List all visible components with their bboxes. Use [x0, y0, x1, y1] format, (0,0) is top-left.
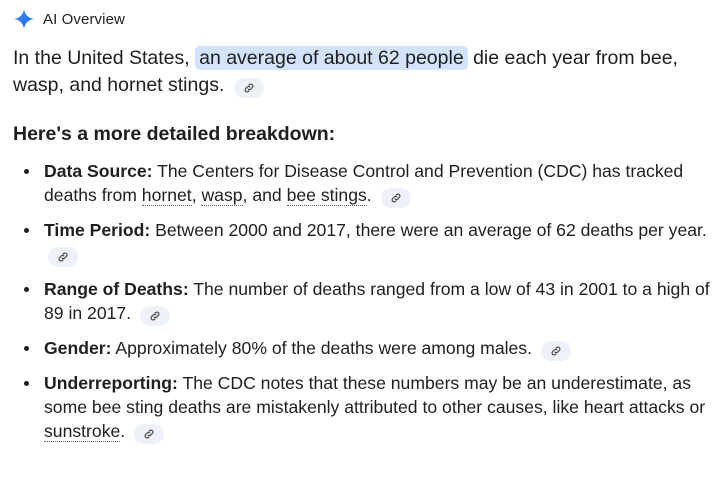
item-label: Data Source:: [44, 161, 153, 181]
summary-text-before: In the United States,: [13, 47, 196, 69]
bullet: [24, 228, 29, 233]
source-link-button[interactable]: [139, 306, 170, 326]
summary-paragraph: In the United States, an average of abou…: [13, 45, 712, 99]
link-icon: [244, 83, 254, 93]
list-item: Range of Deaths: The number of deaths ra…: [13, 277, 712, 326]
bullet: [24, 169, 29, 174]
list-item: Time Period: Between 2000 and 2017, ther…: [13, 218, 712, 267]
term-link-sunstroke[interactable]: sunstroke: [44, 421, 121, 442]
list-item: Data Source: The Centers for Disease Con…: [13, 159, 712, 208]
link-icon: [150, 311, 160, 321]
item-text: The CDC notes that these numbers may be …: [44, 373, 706, 417]
item-text: The Centers for Disease Control and Prev…: [44, 161, 684, 205]
item-label: Gender:: [44, 338, 112, 358]
bullet: [24, 287, 29, 292]
item-text: .: [120, 421, 126, 441]
source-link-button[interactable]: [540, 341, 571, 361]
term-link-wasp[interactable]: wasp: [201, 185, 243, 206]
link-icon: [551, 346, 561, 356]
term-link-bee-stings[interactable]: bee stings: [286, 185, 367, 206]
ai-overview-title: AI Overview: [43, 10, 125, 28]
breakdown-list: Data Source: The Centers for Disease Con…: [13, 159, 712, 444]
summary-highlight[interactable]: an average of about 62 people: [195, 46, 468, 70]
source-link-button[interactable]: [380, 188, 411, 208]
ai-overview-header: AI Overview: [13, 6, 712, 32]
source-link-button[interactable]: [48, 247, 78, 267]
item-label: Time Period:: [44, 220, 151, 240]
item-text: The number of deaths ranged from a low o…: [44, 279, 710, 323]
bullet: [24, 381, 29, 386]
item-text: Between 2000 and 2017, there were an ave…: [150, 220, 707, 240]
list-item: Underreporting: The CDC notes that these…: [13, 371, 712, 444]
term-link-hornet[interactable]: hornet: [141, 185, 192, 206]
link-icon: [144, 429, 154, 439]
item-text: Approximately 80% of the deaths were amo…: [111, 338, 532, 358]
item-text: ,: [191, 185, 202, 205]
source-link-button[interactable]: [134, 424, 165, 444]
item-text: , and: [242, 185, 287, 205]
item-label: Range of Deaths:: [44, 279, 189, 299]
item-label: Underreporting:: [44, 373, 178, 393]
list-item: Gender: Approximately 80% of the deaths …: [13, 336, 712, 361]
source-link-button[interactable]: [233, 78, 264, 98]
summary-text-after: die each year from bee, wasp, and hornet…: [13, 47, 678, 96]
item-text: .: [366, 185, 372, 205]
link-icon: [58, 252, 68, 262]
sparkle-icon: [13, 8, 35, 30]
section-title: Here's a more detailed breakdown:: [13, 123, 336, 145]
link-icon: [391, 193, 401, 203]
bullet: [24, 346, 29, 351]
